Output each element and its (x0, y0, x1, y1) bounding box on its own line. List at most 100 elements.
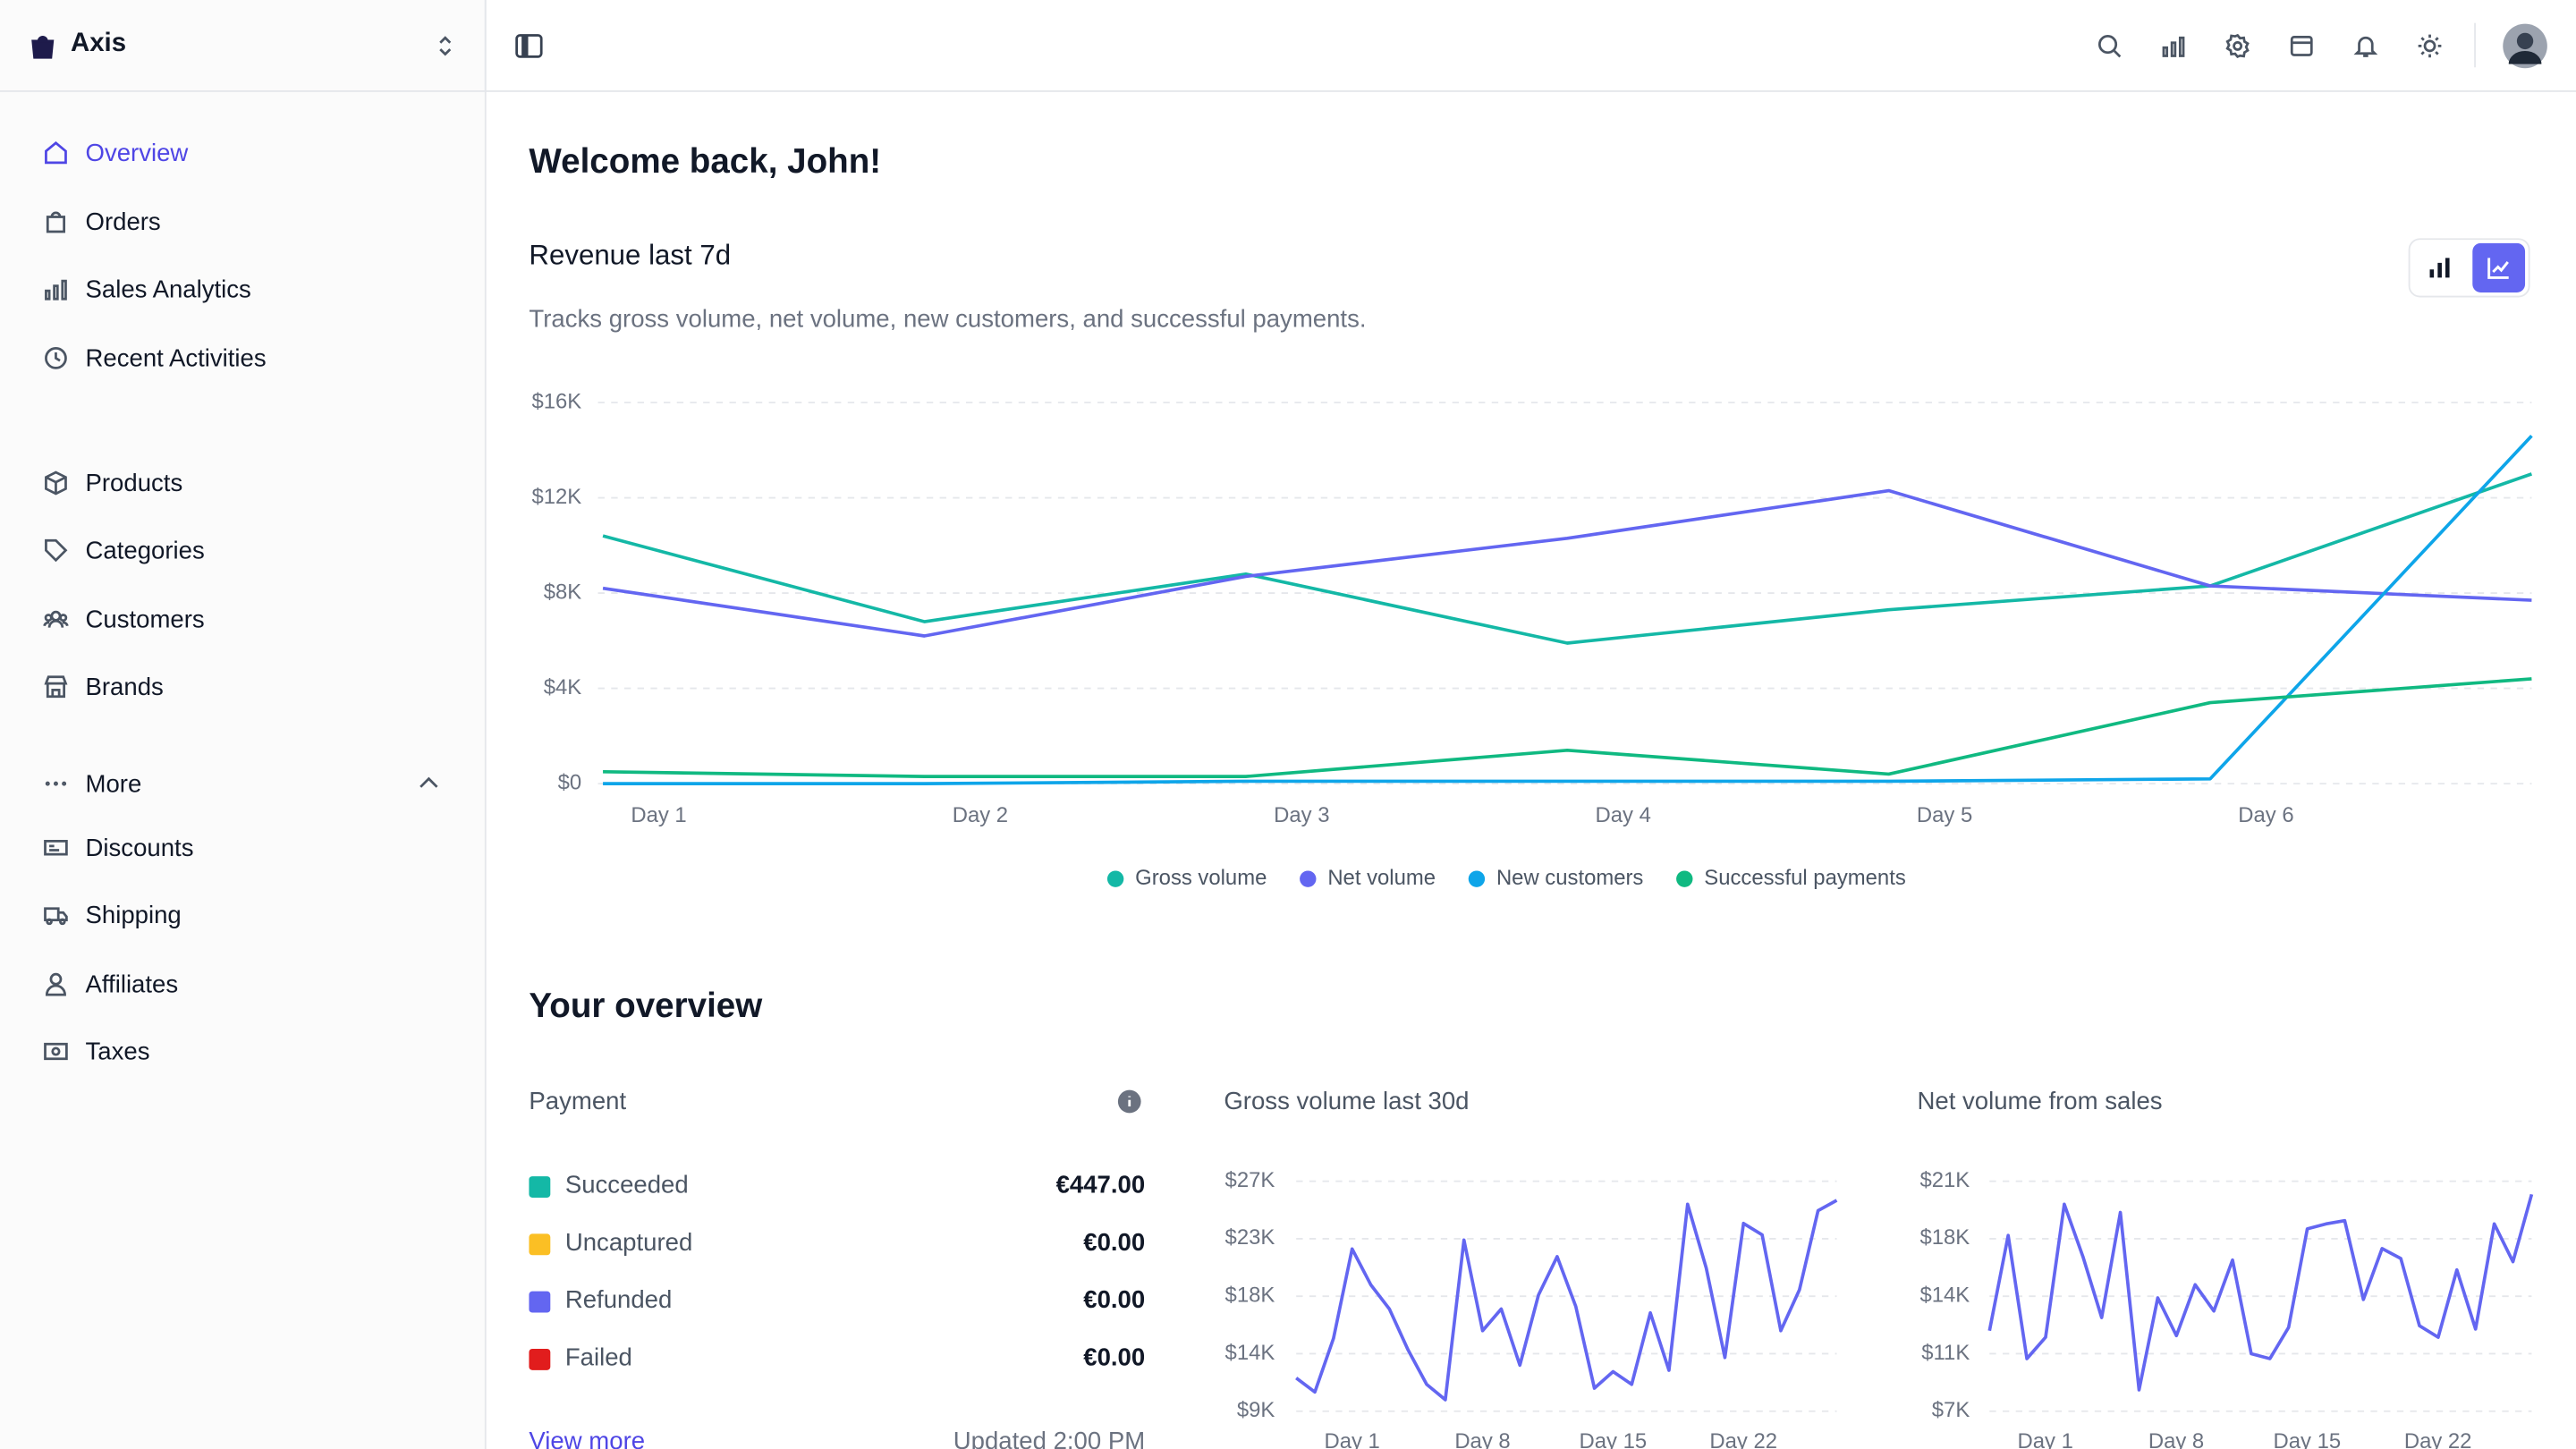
updated-note: Updated 2:00 PM (953, 1428, 1146, 1449)
status-label: Uncaptured (564, 1228, 693, 1258)
status-label: Failed (564, 1343, 632, 1372)
chart-subtitle: Tracks gross volume, net volume, new cus… (529, 305, 1367, 334)
nav-label: Customers (85, 605, 205, 634)
chart-title: Gross volume last 30d (1224, 1087, 1470, 1116)
nav-label: Overview (85, 139, 189, 167)
x-tick-label: Day 8 (1454, 1429, 1510, 1449)
chart-type-toggle (2408, 238, 2530, 298)
nav-item[interactable]: Recent Activities (43, 342, 267, 375)
x-tick-label: Day 8 (2148, 1429, 2204, 1449)
nav-label: Sales Analytics (85, 275, 251, 303)
nav-label: Categories (85, 536, 205, 564)
nav-item[interactable]: Orders (43, 206, 161, 239)
status-amount: €0.00 (1083, 1343, 1146, 1372)
y-tick-label: $21K (1920, 1168, 1970, 1192)
legend-label: Successful payments (1704, 866, 1906, 890)
settings-icon[interactable] (2224, 33, 2250, 59)
nav-label: Products (85, 469, 183, 497)
nav-label: Orders (85, 208, 161, 236)
x-tick-label: Day 3 (1274, 803, 1329, 827)
y-tick-label: $12K (531, 485, 581, 509)
bar-chart-button[interactable] (2427, 255, 2453, 281)
x-tick-label: Day 22 (1709, 1429, 1777, 1449)
y-tick-label: $4K (544, 675, 582, 699)
divider (484, 0, 487, 91)
status-swatch (529, 1176, 551, 1198)
y-tick-label: $0 (558, 770, 582, 794)
x-tick-label: Day 22 (2404, 1429, 2472, 1449)
nav-item[interactable]: Products (43, 467, 182, 500)
series-line (602, 488, 2532, 638)
legend-label: Gross volume (1135, 866, 1267, 890)
legend-swatch (1106, 870, 1124, 887)
status-swatch (529, 1348, 551, 1370)
legend-swatch (1676, 870, 1693, 887)
logo (31, 36, 55, 59)
x-tick-label: Day 2 (953, 803, 1008, 827)
y-tick-label: $14K (1920, 1283, 1970, 1307)
nav-label: Discounts (85, 834, 194, 862)
nav-label: More (85, 769, 142, 798)
analytics-icon[interactable] (2160, 33, 2186, 59)
nav-item[interactable]: Discounts (43, 831, 194, 864)
avatar[interactable] (2502, 23, 2547, 69)
nav-label: Recent Activities (85, 343, 267, 373)
sidebar-toggle[interactable] (514, 31, 544, 61)
x-tick-label: Day 6 (2238, 803, 2293, 827)
y-tick-label: $14K (1225, 1341, 1275, 1365)
x-tick-label: Day 1 (631, 803, 686, 827)
x-tick-label: Day 5 (1917, 803, 1972, 827)
status-swatch (529, 1291, 551, 1313)
chart-title: Revenue last 7d (529, 240, 732, 272)
nav-label: Brands (85, 673, 164, 701)
status-label: Refunded (564, 1286, 673, 1315)
series-line (1987, 1193, 2534, 1392)
theme-icon[interactable] (2417, 33, 2443, 59)
y-tick-label: $9K (1237, 1398, 1275, 1422)
series-line (603, 435, 2533, 785)
nav-item[interactable]: Overview (43, 136, 189, 169)
info-icon[interactable] (1117, 1089, 1142, 1114)
legend-swatch (1468, 870, 1486, 887)
top-bar: Axis (0, 0, 2576, 92)
window-icon[interactable] (2289, 33, 2315, 59)
page-title: Welcome back, John! (529, 142, 882, 182)
y-tick-label: $8K (544, 580, 582, 604)
nav-label: Shipping (85, 901, 182, 929)
series-line (603, 677, 2532, 778)
x-tick-label: Day 1 (1324, 1429, 1379, 1449)
section-title: Your overview (529, 987, 763, 1026)
y-tick-label: $16K (531, 389, 581, 413)
x-tick-label: Day 4 (1596, 803, 1651, 827)
legend-swatch (1300, 870, 1317, 887)
line-chart-icon (2487, 258, 2509, 279)
nav-group[interactable]: More (43, 767, 442, 801)
x-tick-label: Day 15 (1580, 1429, 1648, 1449)
nav-item[interactable]: Brands (43, 670, 164, 703)
y-tick-label: $18K (1920, 1225, 1970, 1250)
switcher-icon[interactable] (432, 33, 458, 59)
y-tick-label: $18K (1225, 1283, 1275, 1307)
nav-item[interactable]: Taxes (43, 1035, 149, 1068)
nav-item[interactable]: Sales Analytics (43, 273, 251, 306)
view-more-link[interactable]: View more (529, 1428, 646, 1449)
x-tick-label: Day 1 (2018, 1429, 2073, 1449)
brand-name: Axis (70, 30, 127, 58)
series-line (602, 472, 2533, 645)
divider (2474, 22, 2476, 68)
y-tick-label: $11K (1921, 1341, 1970, 1365)
search-icon[interactable] (2097, 33, 2123, 59)
nav-item[interactable]: Shipping (43, 899, 182, 932)
nav-item[interactable]: Categories (43, 534, 205, 567)
line-chart-button[interactable] (2472, 242, 2526, 292)
nav-label: Affiliates (85, 970, 179, 998)
nav-item[interactable]: Affiliates (43, 968, 178, 1001)
y-tick-label: $7K (1932, 1398, 1970, 1422)
y-tick-label: $27K (1225, 1168, 1275, 1192)
bell-icon[interactable] (2352, 33, 2378, 59)
nav-item[interactable]: Customers (43, 603, 205, 636)
legend-label: New customers (1496, 866, 1643, 890)
